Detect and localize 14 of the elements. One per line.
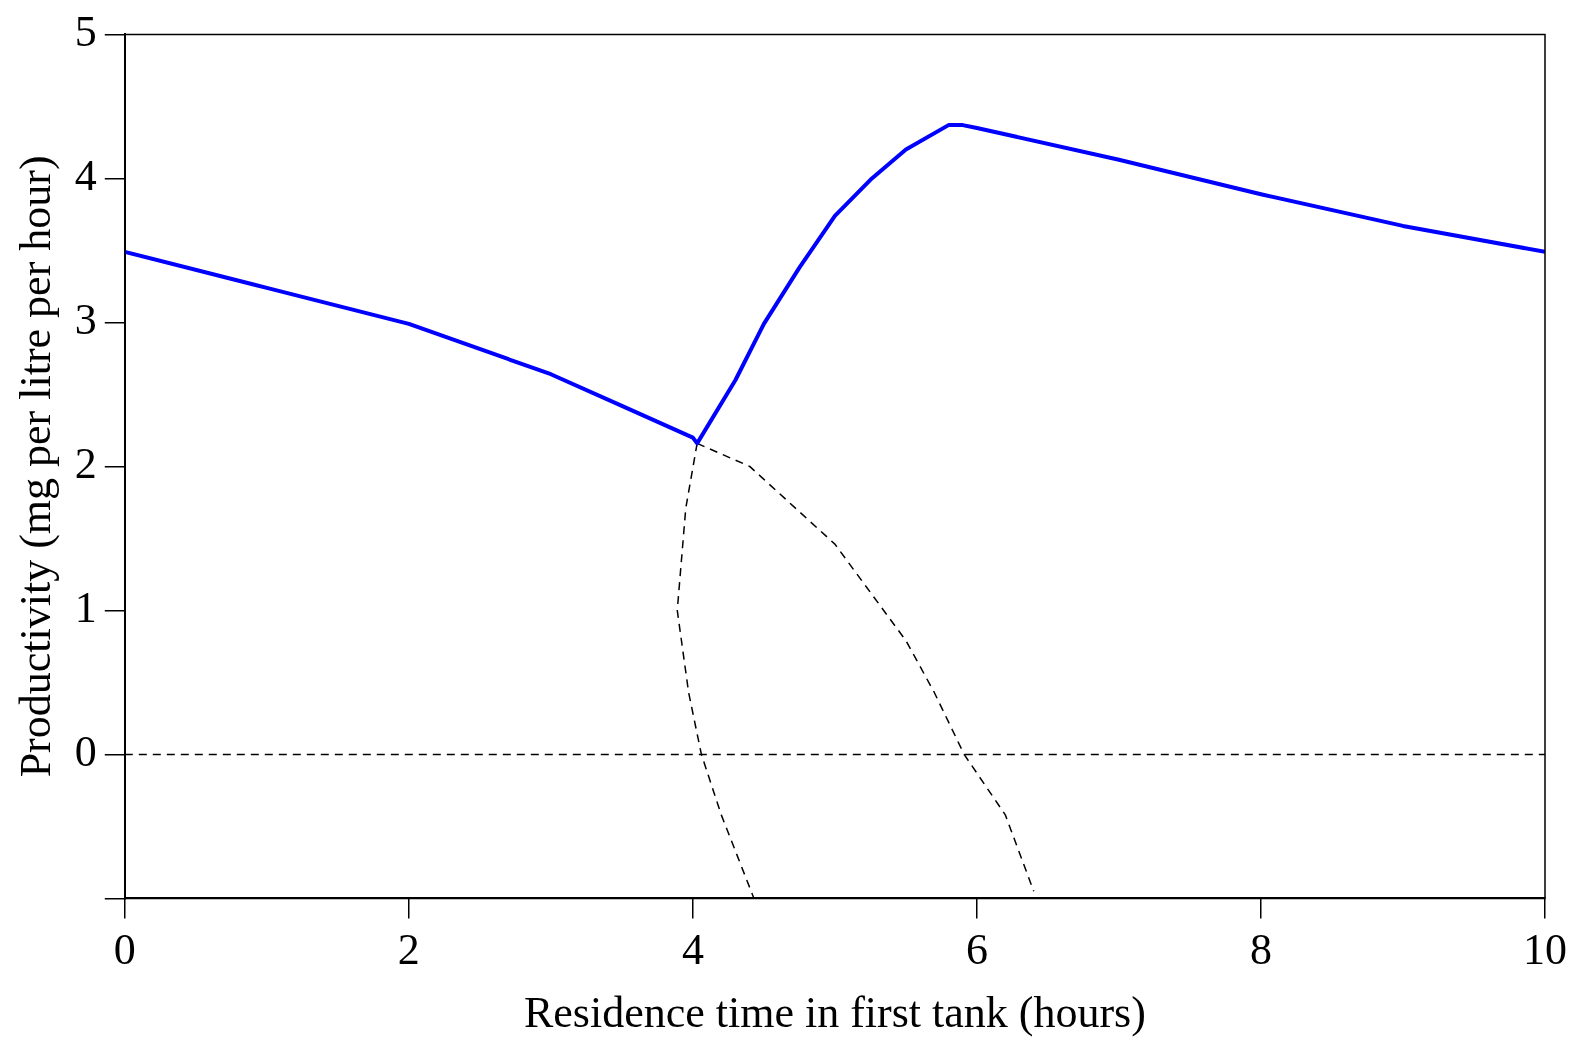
- x-tick-label: 0: [113, 925, 136, 975]
- y-tick-label: 1: [74, 582, 97, 632]
- y-tick-label: 0: [74, 726, 97, 776]
- y-tick-label: 2: [74, 438, 97, 488]
- x-tick-label: 10: [1523, 925, 1567, 975]
- x-tick-label: 2: [397, 925, 420, 975]
- x-axis-title: Residence time in first tank (hours): [523, 988, 1146, 1038]
- y-tick-label: 5: [74, 6, 97, 56]
- y-tick-label: 3: [74, 294, 97, 344]
- y-axis-title: Productivity (mg per litre per hour): [10, 155, 60, 778]
- x-tick-label: 6: [965, 925, 988, 975]
- y-tick-label: 4: [74, 150, 97, 200]
- x-tick-label: 4: [681, 925, 704, 975]
- x-tick-label: 8: [1249, 925, 1272, 975]
